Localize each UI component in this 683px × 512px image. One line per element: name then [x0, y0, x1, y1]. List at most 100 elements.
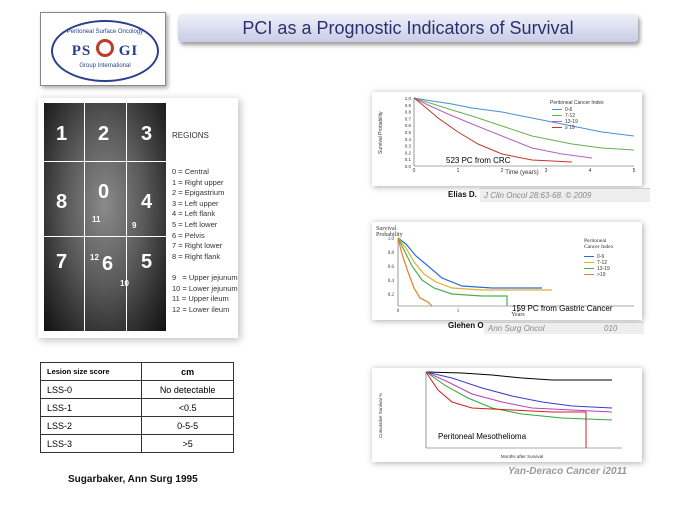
region-entry: 4 = Left flank — [172, 209, 216, 219]
grid-line — [44, 236, 166, 237]
table-cell: LSS-2 — [39, 416, 143, 435]
table-cell: 0-5-5 — [141, 416, 234, 435]
plot-gastric-caption: 159 PC from Gastric Cancer — [512, 304, 613, 313]
plot-crc-ytick: 0.7 — [405, 116, 412, 121]
table-row: LSS-3 >5 — [39, 434, 234, 453]
logo-gi: GI — [118, 43, 139, 59]
region-entry: 2 = Epigastrium — [172, 188, 225, 198]
plot-gastric-xlabel: Years — [511, 312, 525, 318]
region-number-small: 9 — [132, 221, 137, 230]
logo-top-text: Peritoneal Surface Oncology — [66, 29, 144, 35]
plot-crc-xtick: 5 — [633, 168, 636, 174]
table-cell: <0.5 — [141, 398, 234, 417]
region-number: 3 — [141, 123, 153, 145]
plot-gastric-ytick: 0.4 — [388, 279, 395, 284]
region-entry: 7 = Right lower — [172, 241, 223, 251]
plot-gastric: Survival Probability 1.0 0.8 0.6 0.4 0.2 0 1 2… — [372, 222, 642, 320]
region-entry — [172, 262, 238, 273]
table-cell: No detectable — [141, 380, 234, 399]
region-number: 7 — [56, 251, 68, 273]
plot-meso-curve — [425, 371, 587, 448]
plot-crc-author: Elias D. — [448, 190, 477, 199]
table-cell: LSS-1 — [39, 398, 143, 417]
region-entry: 1 = Right upper — [172, 177, 224, 187]
logo-oval: Peritoneal Surface Oncology PS GI Group … — [51, 20, 159, 82]
plot-crc-xtick: 0 — [413, 168, 416, 174]
plot-gastric-svg: Survival Probability 1.0 0.8 0.6 0.4 0.2 0 1 2… — [376, 226, 634, 318]
table-cell: LSS-0 — [39, 380, 143, 399]
regions-legend: REGIONS 0 = Central 1 = Right upper 2 = Ep… — [172, 110, 238, 336]
plot-crc-curve — [413, 97, 635, 137]
plot-crc-xlabel: Time (years) — [505, 170, 538, 176]
grid-line — [84, 103, 85, 331]
plot-crc: Survival Probability 1.0 0.9 0.8 0.7 0.6 0.5 0… — [372, 92, 642, 186]
table-header-cell: Lesion size score — [39, 362, 143, 381]
plot-gastric-author: Glehen O. — [448, 321, 486, 330]
footer-reference: Yan-Deraco Cancer i2011 — [508, 466, 627, 477]
plot-gastric-ytick: 0.6 — [388, 265, 395, 270]
plot-gastric-legend-title-line2: Cancer Index — [584, 244, 614, 250]
plot-meso-curve — [425, 371, 613, 409]
region-entry: 8 = Right flank — [172, 251, 221, 261]
plot-gastric-citation: Ann Surg Oncol — [484, 322, 602, 334]
plot-meso-ylabel: Cumulative Survival % — [378, 393, 383, 438]
plot-meso-xlabel: Months after Survival — [501, 454, 543, 459]
plot-crc-legend-title: Peritoneal Cancer Index — [550, 100, 604, 106]
plot-crc-legend-entry: ≥ 19 — [565, 125, 575, 131]
plot-meso-svg: Cumulative Survival % Months after Survi… — [378, 371, 622, 459]
region-entry: 11 = Upper ileum — [172, 294, 229, 304]
plot-gastric-legend-title: Peritoneal Cancer Index — [584, 238, 614, 250]
ct-scan-image: 1 2 3 8 0 4 7 6 5 11 9 12 10 — [44, 103, 166, 331]
plot-gastric-ytick: 0.8 — [388, 251, 395, 256]
plot-crc-ytick: 0.6 — [405, 123, 412, 128]
region-number: 4 — [141, 191, 153, 213]
region-number-small: 11 — [92, 215, 101, 224]
plot-crc-xticks: 0 1 2 3 4 5 — [413, 168, 636, 174]
grid-line — [126, 103, 127, 331]
region-entry: 3 = Left upper — [172, 198, 219, 208]
plot-crc-ytick: 0.8 — [405, 110, 412, 115]
table-cell: LSS-3 — [39, 434, 143, 453]
plot-gastric-legend-entry: >19 — [597, 272, 606, 278]
plot-meso-caption: Peritoneal Mesothelioma — [438, 432, 527, 441]
logo-emblem-icon — [96, 39, 114, 57]
plot-gastric-ylabel: Survival Probability — [376, 226, 403, 238]
plot-crc-ytick: 0.3 — [405, 144, 412, 149]
plot-crc-xtick: 1 — [457, 168, 460, 174]
region-number: 5 — [141, 251, 153, 273]
plot-meso-curve — [425, 371, 613, 421]
region-number: 6 — [102, 253, 114, 275]
plot-crc-legend-entry: 7-12 — [565, 113, 575, 119]
plot-crc-ylabel: Survival Probability — [378, 111, 384, 154]
plot-crc-ytick: 0.5 — [405, 130, 412, 135]
region-number: 8 — [56, 191, 68, 213]
sugarbaker-reference: Sugarbaker, Ann Surg 1995 — [68, 474, 198, 485]
plot-crc-ytick: 1.0 — [405, 96, 412, 101]
table-header-cell: cm — [141, 362, 234, 381]
plot-meso-curve — [425, 371, 613, 413]
plot-crc-caption: 523 PC from CRC — [446, 156, 511, 165]
plot-gastric-legend-entry: 13-19 — [597, 266, 610, 272]
plot-crc-citation: J Clin Oncol 28:63-68. © 2009 — [480, 188, 650, 202]
region-entry: 6 = Pelvis — [172, 230, 205, 240]
table-row: LSS-2 0-5-5 — [39, 416, 234, 435]
plot-gastric-curve — [397, 237, 552, 291]
logo-bottom-text: Group International — [79, 63, 131, 69]
plot-meso-curve — [425, 371, 612, 381]
logo: Peritoneal Surface Oncology PS GI Group … — [40, 12, 166, 86]
plot-gastric-yticks: 1.0 0.8 0.6 0.4 0.2 — [388, 237, 395, 298]
region-number: 0 — [98, 181, 110, 203]
region-number-small: 12 — [90, 253, 99, 262]
lesion-size-table: Lesion size score cm LSS-0 No detectable… — [39, 362, 234, 453]
plot-crc-xtick: 3 — [545, 168, 548, 174]
plot-gastric-citation-tail: 010 — [600, 322, 644, 334]
ct-regions-panel: 1 2 3 8 0 4 7 6 5 11 9 12 10 REGIONS 0 =… — [38, 98, 238, 338]
plot-gastric-legend-entry: 0-6 — [597, 254, 604, 260]
plot-crc-ytick: 0.4 — [405, 137, 412, 142]
region-entry: 0 = Central — [172, 166, 209, 176]
plot-crc-yticks: 1.0 0.9 0.80.7 0.6 0.5 0.4 0.30.2 0.1 0.0 — [405, 96, 412, 169]
logo-main-text: PS GI — [53, 39, 157, 60]
plot-crc-svg: Survival Probability 1.0 0.9 0.80.7 0.6 0.5 0… — [378, 96, 636, 176]
